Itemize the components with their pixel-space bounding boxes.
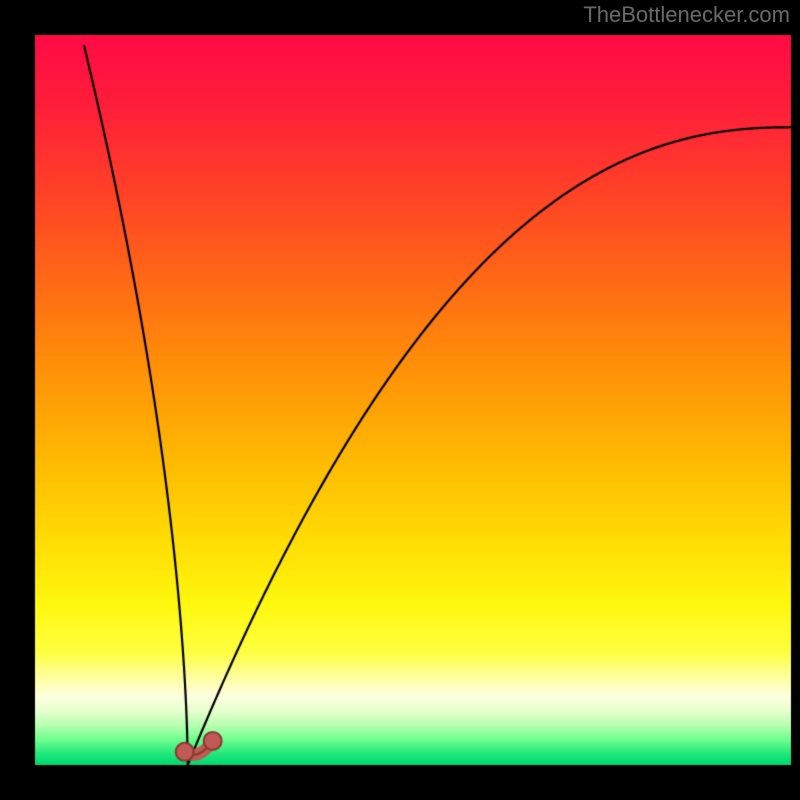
watermark-text: TheBottlenecker.com [583, 2, 790, 28]
bottleneck-chart-canvas [0, 0, 800, 800]
